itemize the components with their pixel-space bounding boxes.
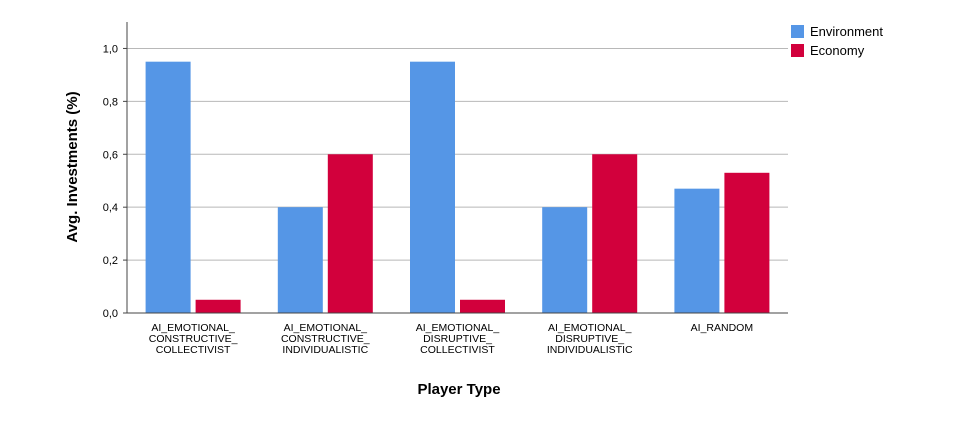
legend-swatch-economy	[791, 44, 804, 57]
y-tick-label: 1,0	[103, 43, 118, 55]
y-tick-label: 0,4	[103, 202, 118, 214]
x-axis-title: Player Type	[417, 381, 500, 398]
x-tick-label: AI_EMOTIONAL_ CONSTRUCTIVE_ INDIVIDUALISTI…	[281, 322, 370, 356]
legend-swatch-environment	[791, 25, 804, 38]
y-axis-title: Avg. Investments (%)	[64, 91, 81, 242]
x-tick-label: AI_EMOTIONAL_ CONSTRUCTIVE_ COLLECTIVIST	[149, 322, 238, 356]
y-tick-label: 0,0	[103, 308, 118, 320]
y-tick-labels: 0,0 0,2 0,4 0,6 0,8 1,0	[103, 43, 127, 320]
bar-environment-5	[674, 188, 720, 313]
bar-economy-1	[195, 299, 241, 313]
bars	[145, 61, 770, 313]
y-tick-label: 0,2	[103, 255, 118, 267]
legend-label-environment: Environment	[810, 24, 883, 39]
legend: Environment Economy	[791, 24, 883, 58]
legend-label-economy: Economy	[810, 43, 865, 58]
bar-environment-4	[542, 207, 588, 313]
bar-environment-3	[410, 61, 455, 313]
bar-environment-1	[145, 61, 191, 313]
x-tick-labels: AI_EMOTIONAL_ CONSTRUCTIVE_ COLLECTIVIST AI…	[149, 322, 753, 356]
bar-economy-4	[592, 154, 638, 313]
bar-economy-3	[460, 299, 505, 313]
x-tick-label: AI_RANDOM	[691, 322, 753, 334]
bar-economy-2	[327, 154, 373, 313]
x-tick-label: AI_EMOTIONAL_ DISRUPTIVE_ INDIVIDUALISTIC	[547, 322, 633, 356]
x-tick-label: AI_EMOTIONAL_ DISRUPTIVE_ COLLECTIVIST	[416, 322, 500, 356]
bar-economy-5	[724, 172, 770, 313]
bar-environment-2	[277, 207, 323, 313]
y-tick-label: 0,6	[103, 149, 118, 161]
y-tick-label: 0,8	[103, 96, 118, 108]
